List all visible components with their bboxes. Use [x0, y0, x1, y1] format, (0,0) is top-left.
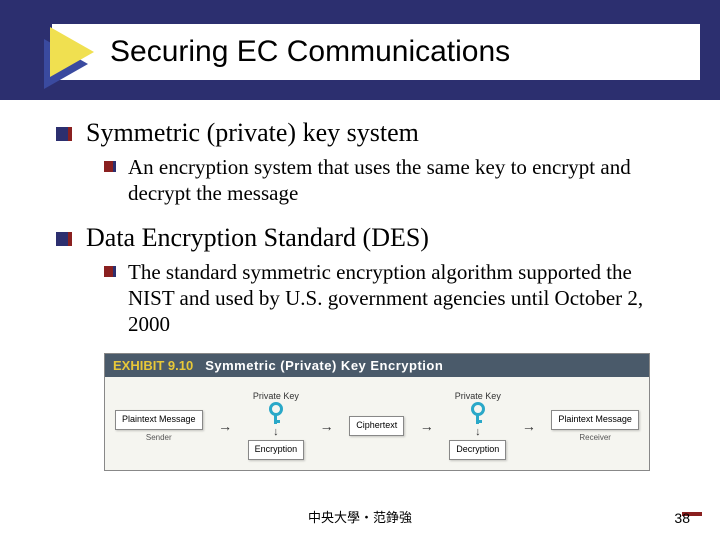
- plaintext-box: Plaintext Message: [115, 410, 203, 430]
- exhibit-figure: EXHIBIT 9.10 Symmetric (Private) Key Enc…: [104, 353, 650, 471]
- exhibit-header: EXHIBIT 9.10 Symmetric (Private) Key Enc…: [105, 354, 649, 377]
- receiver-label: Receiver: [579, 433, 611, 442]
- exhibit-title: Symmetric (Private) Key Encryption: [205, 358, 443, 373]
- key-icon: [269, 402, 283, 424]
- decryption-box: Decryption: [449, 440, 506, 460]
- sub-bullet-item: An encryption system that uses the same …: [104, 154, 680, 207]
- encryption-box: Encryption: [248, 440, 305, 460]
- bullet-main-icon: [56, 232, 72, 246]
- plaintext-box: Plaintext Message: [551, 410, 639, 430]
- plaintext-label: Plaintext Message: [558, 414, 632, 424]
- private-key-label: Private Key: [253, 391, 299, 401]
- bullet-sub-text: The standard symmetric encryption algori…: [128, 259, 680, 338]
- sender-label: Sender: [146, 433, 172, 442]
- bullet-main-text: Data Encryption Standard (DES): [86, 223, 429, 253]
- down-arrow-icon: ↓: [475, 426, 481, 438]
- footer-text: 中央大學・范錚強: [308, 507, 412, 526]
- content-area: Symmetric (private) key system An encryp…: [0, 100, 720, 471]
- bullet-sub-text: An encryption system that uses the same …: [128, 154, 680, 207]
- title-bar: Securing EC Communications: [52, 24, 700, 80]
- private-key-label: Private Key: [455, 391, 501, 401]
- key-icon: [471, 402, 485, 424]
- plaintext-sender-column: Plaintext Message Sender: [115, 410, 203, 442]
- exhibit-number: EXHIBIT 9.10: [113, 358, 193, 373]
- arrow-icon: →: [420, 418, 434, 434]
- encryption-column: Private Key ↓ Encryption: [248, 391, 305, 460]
- bullet-main-text: Symmetric (private) key system: [86, 118, 419, 148]
- decryption-column: Private Key ↓ Decryption: [449, 391, 506, 460]
- arrow-icon: →: [218, 418, 232, 434]
- down-arrow-icon: ↓: [273, 426, 279, 438]
- slide-title: Securing EC Communications: [110, 35, 510, 69]
- header-band: Securing EC Communications: [0, 0, 720, 100]
- bullet-sub-icon: [104, 161, 116, 172]
- plaintext-receiver-column: Plaintext Message Receiver: [551, 410, 639, 442]
- ciphertext-column: Ciphertext: [349, 416, 404, 436]
- sub-bullet-item: The standard symmetric encryption algori…: [104, 259, 680, 338]
- bullet-main-icon: [56, 127, 72, 141]
- page-number: 38: [674, 510, 690, 526]
- arrow-icon: →: [522, 418, 536, 434]
- arrow-icon: →: [320, 418, 334, 434]
- bullet-sub-icon: [104, 266, 116, 277]
- encryption-diagram: Plaintext Message Sender → Private Key ↓…: [105, 377, 649, 470]
- ciphertext-box: Ciphertext: [349, 416, 404, 436]
- decorative-triangle-yellow: [50, 27, 94, 77]
- bullet-item: Symmetric (private) key system: [56, 118, 680, 148]
- bullet-item: Data Encryption Standard (DES): [56, 223, 680, 253]
- plaintext-label: Plaintext Message: [122, 414, 196, 424]
